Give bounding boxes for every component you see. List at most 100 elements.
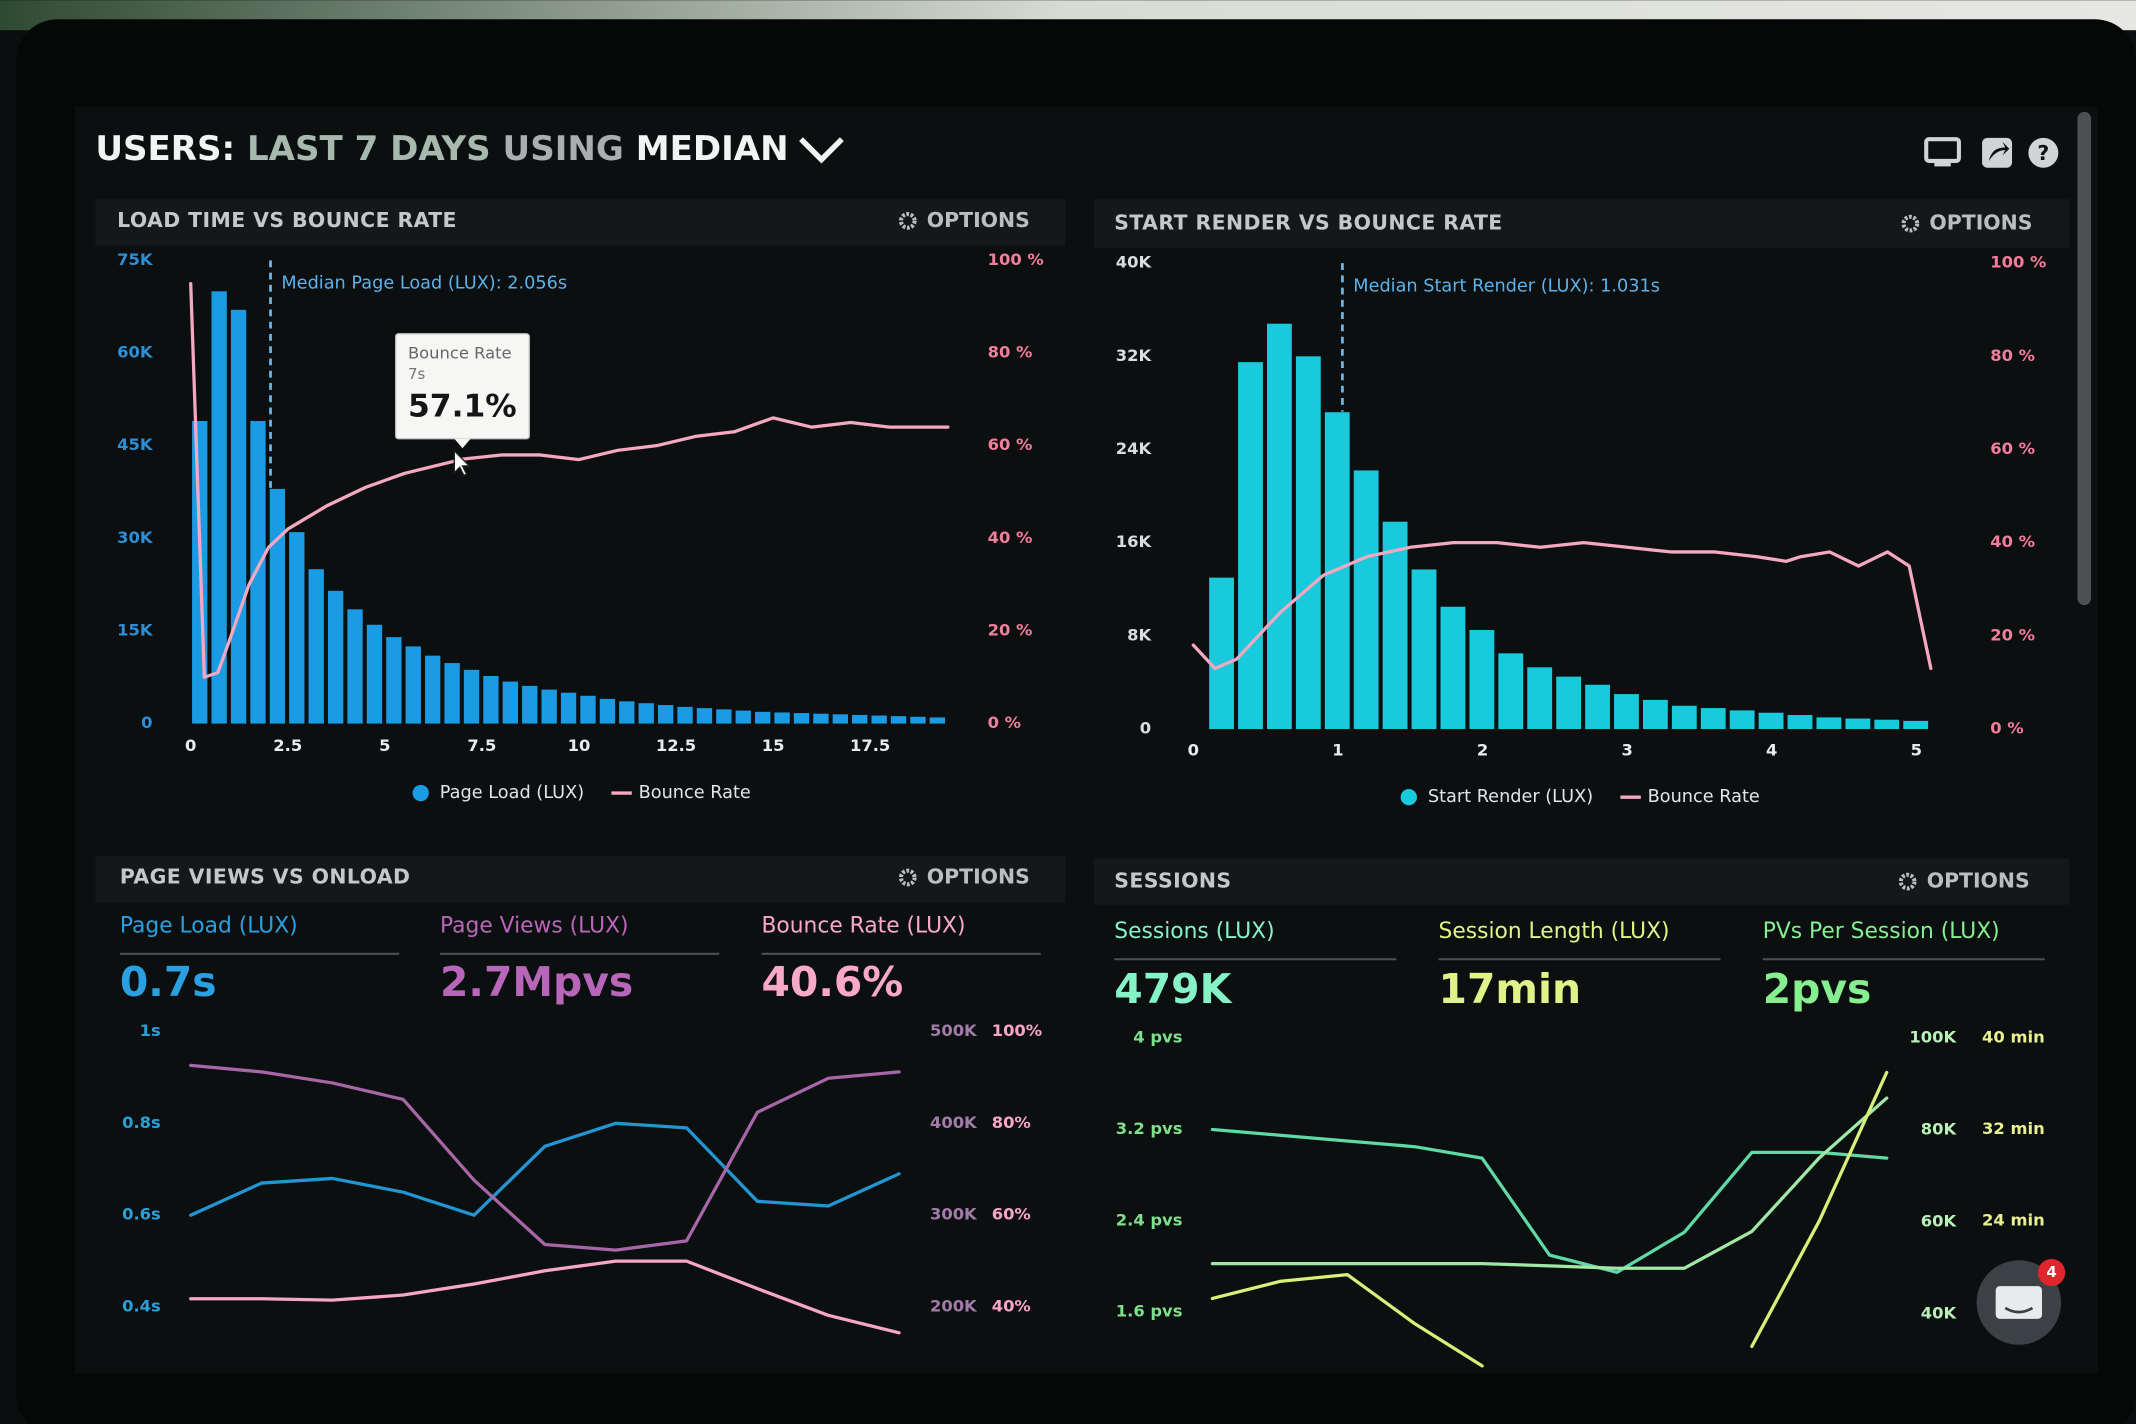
panel-title: PAGE VIEWS VS ONLOAD — [120, 865, 411, 889]
histogram-bar — [1469, 630, 1495, 730]
panel-title: LOAD TIME VS BOUNCE RATE — [117, 208, 457, 232]
y3-tick-label: 32 min — [1982, 1119, 2045, 1138]
kpi-label: PVs Per Session (LUX) — [1763, 919, 2000, 944]
share-icon[interactable] — [1982, 137, 2013, 168]
y-tick-label: 75K — [117, 250, 154, 269]
y-tick-label: 0 — [1140, 719, 1151, 738]
y3-tick-label: 80% — [992, 1113, 1031, 1132]
histogram-bar — [813, 713, 829, 724]
y2-tick-label: 60K — [1921, 1212, 1958, 1231]
tooltip-title: Bounce Rate — [408, 344, 512, 363]
line-series — [189, 1121, 901, 1217]
y2-tick-label: 0 % — [1990, 719, 2023, 738]
histogram-bar — [1816, 717, 1842, 730]
y-tick-label: 1s — [140, 1021, 161, 1040]
x-tick-label: 2 — [1477, 740, 1488, 759]
histogram-bar — [657, 705, 674, 724]
y-tick-label: 0.4s — [122, 1297, 161, 1316]
options-button[interactable]: OPTIONS — [927, 865, 1030, 889]
histogram-bar — [308, 569, 324, 724]
x-tick-label: 12.5 — [656, 736, 696, 755]
tooltip-subtitle: 7s — [408, 365, 426, 383]
y-tick-label: 45K — [117, 435, 154, 454]
histogram-bar — [269, 488, 286, 724]
line-series — [189, 1063, 901, 1252]
histogram-bar — [1527, 667, 1553, 730]
y2-tick-label: 40 % — [988, 528, 1033, 547]
line-series — [1210, 1096, 1889, 1270]
histogram-bar — [289, 532, 305, 724]
histogram-bar — [1585, 684, 1610, 730]
options-button[interactable]: OPTIONS — [927, 208, 1030, 232]
x-tick-label: 10 — [568, 736, 591, 755]
kpi-label: Page Load (LUX) — [120, 914, 298, 939]
screen — [74, 106, 2098, 1374]
options-button[interactable]: OPTIONS — [1929, 211, 2032, 235]
panel-header — [1093, 199, 2070, 249]
median-label: Median Page Load (LUX): 2.056s — [281, 274, 567, 294]
chat-widget[interactable]: 4 — [1976, 1258, 2066, 1345]
legend-label: Bounce Rate — [639, 783, 751, 803]
page-title[interactable]: USERS: LAST 7 DAYS USING MEDIAN — [95, 129, 788, 169]
panel-frames — [95, 199, 2070, 905]
line-series — [1210, 1070, 1889, 1368]
title-part: USERS: — [95, 129, 235, 169]
y2-tick-label: 80 % — [1990, 346, 2035, 365]
y2-tick-label: 40 % — [1990, 532, 2035, 551]
histogram-bar — [1209, 577, 1234, 730]
histogram-bar — [1903, 720, 1929, 730]
gear-icon — [898, 868, 917, 887]
monitor-icon[interactable] — [1924, 137, 1961, 167]
legend-label: Start Render (LUX) — [1428, 787, 1593, 807]
histogram-bar — [1614, 694, 1639, 730]
histogram-bar — [1295, 356, 1321, 730]
y2-tick-label: 80 % — [988, 343, 1033, 362]
kpi-value: 0.7s — [120, 958, 217, 1006]
histogram-bar — [1238, 362, 1263, 730]
histogram-bar — [211, 291, 227, 724]
y3-tick-label: 24 min — [1982, 1210, 2045, 1229]
title-part: LAST 7 DAYS — [247, 129, 491, 169]
help-icon[interactable]: ? — [2028, 137, 2059, 168]
y3-tick-label: 40 min — [1982, 1028, 2045, 1047]
y-tick-label: 1.6 pvs — [1116, 1302, 1183, 1321]
histogram-bar — [483, 676, 499, 724]
gear-icon — [1898, 872, 1917, 891]
histogram-bar — [250, 420, 266, 724]
histogram-bar — [327, 590, 344, 724]
chat-smile — [2004, 1306, 2034, 1314]
y-tick-label: 60K — [117, 343, 154, 362]
options-button[interactable]: OPTIONS — [1927, 869, 2030, 893]
median-label: Median Start Render (LUX): 1.031s — [1353, 276, 1660, 296]
panel-title: START RENDER VS BOUNCE RATE — [1114, 211, 1502, 235]
x-tick-label: 0 — [185, 736, 196, 755]
histogram-bar — [910, 716, 926, 724]
y-tick-label: 16K — [1116, 532, 1153, 551]
histogram-bar — [1700, 708, 1726, 730]
histogram-bar — [929, 717, 946, 724]
panel-header — [95, 855, 1066, 903]
histogram-bar — [1845, 718, 1871, 730]
title-part: MEDIAN — [636, 129, 789, 169]
y2-tick-label: 100 % — [988, 250, 1044, 269]
histogram-bar — [1498, 653, 1524, 730]
histogram-bar — [677, 706, 693, 724]
cursor — [453, 449, 471, 477]
line-series — [189, 1259, 901, 1335]
histogram-bar — [832, 714, 848, 724]
y-tick-label: 8K — [1127, 625, 1152, 644]
histogram-bar — [1556, 676, 1582, 730]
histogram-bar — [1266, 323, 1292, 730]
panel-title: SESSIONS — [1114, 869, 1231, 893]
dropdown-chevron[interactable] — [799, 137, 844, 164]
histogram-bar — [793, 713, 810, 724]
x-tick-label: 5 — [379, 736, 390, 755]
histogram-bar — [852, 714, 868, 724]
histogram-bar — [1874, 719, 1900, 730]
kpi-value: 2pvs — [1763, 965, 1872, 1013]
histogram-bar — [444, 663, 460, 724]
x-tick-label: 4 — [1766, 740, 1777, 759]
histogram-bar — [522, 685, 538, 724]
histogram-bar — [580, 695, 596, 724]
